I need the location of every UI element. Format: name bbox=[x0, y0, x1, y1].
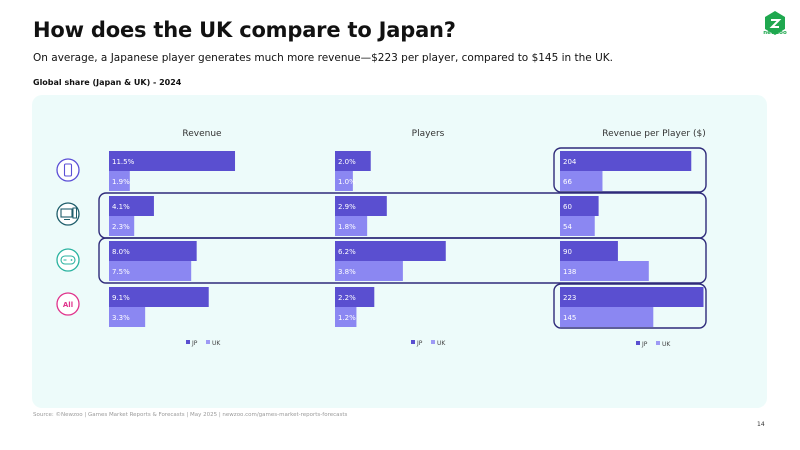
legend-label-uk: UK bbox=[212, 340, 221, 347]
bar-jp-all bbox=[335, 287, 375, 307]
legend-swatch-jp bbox=[186, 340, 190, 344]
data-label-jp-all: 2.2% bbox=[338, 294, 356, 302]
data-label-uk-mobile: 1.9% bbox=[112, 178, 130, 186]
legend-swatch-jp bbox=[636, 341, 640, 345]
bar-jp-all bbox=[109, 287, 209, 307]
bar-uk-all bbox=[335, 307, 357, 327]
legend-swatch-uk bbox=[206, 340, 210, 344]
data-label-jp-console: 6.2% bbox=[338, 248, 356, 256]
legend-label-uk: UK bbox=[437, 340, 446, 347]
highlight-pc-row bbox=[98, 192, 707, 239]
data-label-uk-pc: 54 bbox=[563, 223, 572, 231]
data-label-jp-mobile: 204 bbox=[563, 158, 577, 166]
chart-title-1: Revenue bbox=[182, 129, 222, 139]
bar-jp-mobile bbox=[335, 151, 371, 171]
bar-uk-mobile bbox=[109, 171, 130, 191]
mobile-icon bbox=[56, 158, 80, 182]
all-badge-label: All bbox=[63, 301, 73, 309]
bar-uk-mobile bbox=[560, 171, 603, 191]
logo-wordmark: newzoo bbox=[763, 30, 787, 36]
data-label-uk-all: 145 bbox=[563, 314, 576, 322]
legend-label-jp: JP bbox=[191, 340, 198, 347]
bar-jp-all bbox=[560, 287, 704, 307]
data-label-uk-console: 3.8% bbox=[338, 268, 356, 276]
data-label-jp-mobile: 11.5% bbox=[112, 158, 135, 166]
data-label-uk-pc: 1.8% bbox=[338, 223, 356, 231]
data-label-jp-mobile: 2.0% bbox=[338, 158, 356, 166]
bar-uk-console bbox=[560, 261, 649, 281]
bar-uk-console bbox=[335, 261, 403, 281]
data-label-uk-mobile: 1.0% bbox=[338, 178, 356, 186]
legend-swatch-jp bbox=[411, 340, 415, 344]
data-label-jp-all: 223 bbox=[563, 294, 576, 302]
highlight-console-row bbox=[98, 237, 707, 284]
data-label-jp-pc: 4.1% bbox=[112, 203, 130, 211]
data-label-jp-console: 90 bbox=[563, 248, 572, 256]
legend-label-jp: JP bbox=[416, 340, 423, 347]
data-label-uk-console: 7.5% bbox=[112, 268, 130, 276]
page-title: How does the UK compare to Japan? bbox=[33, 18, 456, 42]
bar-jp-console bbox=[560, 241, 618, 261]
chart-title-2: Players bbox=[412, 129, 445, 139]
bar-uk-all bbox=[109, 307, 146, 327]
legend-swatch-uk bbox=[431, 340, 435, 344]
bar-uk-pc bbox=[335, 216, 368, 236]
data-label-jp-console: 8.0% bbox=[112, 248, 130, 256]
console-icon bbox=[56, 248, 80, 272]
data-label-uk-pc: 2.3% bbox=[112, 223, 130, 231]
section-label: Global share (Japan & UK) - 2024 bbox=[33, 78, 182, 87]
chart-title-3: Revenue per Player ($) bbox=[602, 129, 705, 139]
source-note: Source: ©Newzoo | Games Market Reports &… bbox=[33, 412, 348, 418]
bar-jp-pc bbox=[109, 196, 154, 216]
data-label-uk-mobile: 66 bbox=[563, 178, 572, 186]
data-label-uk-all: 3.3% bbox=[112, 314, 130, 322]
highlight-all-revenue-per-player bbox=[553, 283, 707, 329]
data-label-uk-all: 1.2% bbox=[338, 314, 356, 322]
newzoo-logo-icon bbox=[765, 11, 785, 35]
data-label-jp-pc: 2.9% bbox=[338, 203, 356, 211]
bar-jp-mobile bbox=[560, 151, 692, 171]
highlight-mobile-revenue-per-player bbox=[553, 147, 707, 193]
bar-uk-all bbox=[560, 307, 654, 327]
bar-jp-mobile bbox=[109, 151, 236, 171]
data-label-uk-console: 138 bbox=[563, 268, 576, 276]
bar-uk-pc bbox=[109, 216, 135, 236]
data-label-jp-all: 9.1% bbox=[112, 294, 130, 302]
bar-jp-console bbox=[335, 241, 446, 261]
data-label-jp-pc: 60 bbox=[563, 203, 572, 211]
bar-jp-pc bbox=[560, 196, 599, 216]
bar-jp-pc bbox=[335, 196, 387, 216]
bar-uk-mobile bbox=[335, 171, 353, 191]
bar-uk-pc bbox=[560, 216, 595, 236]
legend-swatch-uk bbox=[656, 341, 660, 345]
page-number: 14 bbox=[757, 421, 765, 428]
pc-icon bbox=[56, 202, 80, 226]
bar-jp-console bbox=[109, 241, 197, 261]
legend-label-uk: UK bbox=[662, 341, 671, 348]
bar-uk-console bbox=[109, 261, 192, 281]
page-subtitle: On average, a Japanese player generates … bbox=[33, 52, 614, 64]
legend-label-jp: JP bbox=[641, 341, 648, 348]
all-badge: All bbox=[56, 292, 80, 316]
